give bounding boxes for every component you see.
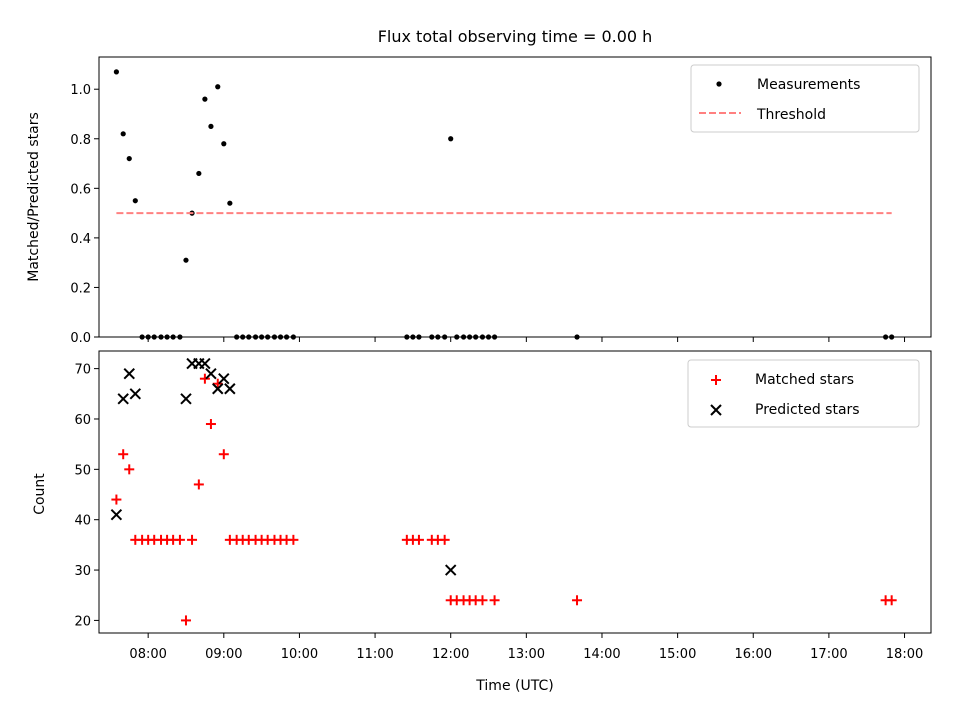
legend-predicted-label: Predicted stars (755, 402, 860, 418)
matched-stars-point (193, 479, 204, 490)
y-tick-label: 1.0 (70, 83, 91, 98)
matched-stars-point (413, 534, 424, 545)
measurements-point (208, 123, 214, 129)
bottom-x-ticks: 08:00 09:00 10:00 11:00 12:00 13:00 14:00 15:00… (129, 633, 923, 662)
top-legend-box (690, 64, 920, 133)
measurements-point (120, 131, 126, 137)
matched-stars-point (111, 494, 122, 505)
x-tick-label: 16:00 (735, 647, 772, 662)
predicted-stars-point (180, 393, 192, 405)
predicted-stars-point (445, 564, 457, 576)
predicted-stars-point (117, 393, 129, 405)
matched-stars-point (205, 419, 216, 430)
measurements-point (227, 200, 233, 206)
matched-stars-point (124, 464, 135, 475)
predicted-stars-point (224, 383, 236, 395)
predicted-stars-point (212, 383, 224, 395)
legend-matched-marker (711, 375, 721, 385)
predicted-stars-point (129, 388, 142, 400)
bottom-y-ticks: 20 30 40 50 60 70 (74, 363, 99, 629)
top-axes: 0.0 0.2 0.4 0.6 0.8 1.0 Matched/Predicted sta… (26, 56, 932, 346)
matched-stars-point (180, 615, 191, 626)
x-tick-label: 17:00 (810, 647, 847, 662)
predicted-stars-point (199, 357, 211, 370)
x-tick-label: 11:00 (356, 647, 393, 662)
top-x-ticks (147, 337, 906, 342)
matched-stars-point (118, 449, 129, 460)
y-tick-label: 0.8 (70, 133, 91, 148)
y-tick-label: 60 (74, 413, 91, 428)
measurements-point (126, 155, 132, 162)
matched-stars-point (187, 534, 198, 545)
matched-stars-point (218, 449, 229, 460)
measurements-point (202, 96, 208, 102)
measurements-point (183, 257, 189, 263)
y-tick-label: 0.2 (70, 281, 91, 296)
y-tick-label: 50 (74, 463, 91, 478)
x-axis-label: Time (UTC) (475, 678, 553, 694)
legend-matched-label: Matched stars (755, 372, 854, 388)
x-tick-label: 18:00 (886, 647, 923, 662)
chart-title: Flux total observing time = 0.00 h (378, 27, 653, 46)
y-tick-label: 0.4 (70, 232, 91, 247)
legend-predicted-marker (710, 404, 722, 416)
matched-stars-point (288, 534, 299, 545)
matched-stars-point (212, 378, 223, 389)
matched-stars-point (439, 534, 450, 545)
top-y-ticks: 0.0 0.2 0.4 0.6 0.8 1.0 (70, 83, 99, 346)
legend-measurements-marker (716, 81, 722, 87)
x-tick-label: 10:00 (281, 647, 318, 662)
y-tick-label: 30 (74, 564, 91, 579)
measurements-point (215, 84, 221, 90)
measurements-point (448, 136, 454, 142)
x-tick-label: 14:00 (583, 647, 620, 662)
x-tick-label: 09:00 (205, 647, 242, 662)
predicted-stars-point (205, 367, 217, 380)
bottom-data-layer (110, 357, 897, 626)
predicted-stars-point (110, 508, 123, 521)
y-tick-label: 70 (74, 363, 91, 378)
top-legend: Measurements Threshold (690, 64, 920, 133)
bottom-legend-box (687, 359, 920, 428)
x-tick-label: 15:00 (659, 647, 696, 662)
legend-measurements-label: Measurements (757, 77, 860, 93)
matched-stars-point (572, 595, 583, 606)
x-tick-label: 13:00 (508, 647, 545, 662)
measurements-point (196, 170, 202, 177)
y-tick-label: 20 (74, 614, 91, 629)
x-tick-label: 12:00 (432, 647, 469, 662)
top-axes-frame (98, 56, 932, 338)
predicted-stars-point (218, 372, 230, 385)
y-tick-label: 40 (74, 514, 91, 529)
predicted-stars-point (123, 367, 135, 380)
bottom-legend: Matched stars Predicted stars (687, 359, 920, 428)
bottom-axes: 20 30 40 50 60 70 08:00 09:00 10:00 11:00 12:00 13… (32, 350, 932, 694)
x-tick-label: 08:00 (129, 647, 166, 662)
bottom-axes-frame (98, 350, 932, 634)
y-tick-label: 0.6 (70, 182, 91, 197)
y-tick-label: 0.0 (70, 331, 91, 346)
matched-stars-point (477, 595, 488, 606)
matched-stars-point (489, 595, 500, 606)
legend-threshold-label: Threshold (756, 107, 826, 123)
matched-stars-point (174, 534, 185, 545)
bottom-y-axis-label: Count (32, 473, 48, 515)
measurements-point (113, 69, 119, 75)
matched-stars-point (886, 595, 897, 606)
top-data-layer (113, 69, 895, 340)
measurements-point (221, 141, 227, 147)
measurements-point (132, 198, 138, 204)
top-y-axis-label: Matched/Predicted stars (26, 112, 42, 282)
matched-stars-point (199, 373, 210, 384)
